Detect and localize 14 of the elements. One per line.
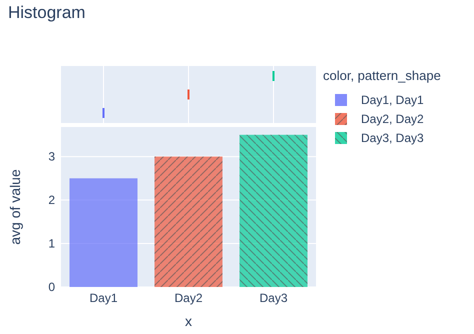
y-tick-label: 2: [48, 193, 56, 208]
x-tick-label: Day1: [89, 291, 118, 305]
y-tick-label: 3: [48, 150, 56, 164]
x-tick-label: Day2: [174, 291, 203, 305]
legend-label: Day3, Day3: [361, 131, 424, 145]
legend-label: Day1, Day1: [361, 93, 424, 107]
legend-label: Day2, Day2: [361, 112, 424, 126]
y-tick-label: 0: [48, 280, 56, 294]
chart-title: Histogram: [8, 3, 86, 22]
y-axis-title: avg of value: [7, 169, 23, 245]
x-tick-label: Day3: [259, 291, 288, 305]
legend-title: color, pattern_shape: [323, 68, 441, 83]
y-tick-label: 1: [48, 236, 56, 251]
x-axis-title: x: [185, 313, 192, 329]
